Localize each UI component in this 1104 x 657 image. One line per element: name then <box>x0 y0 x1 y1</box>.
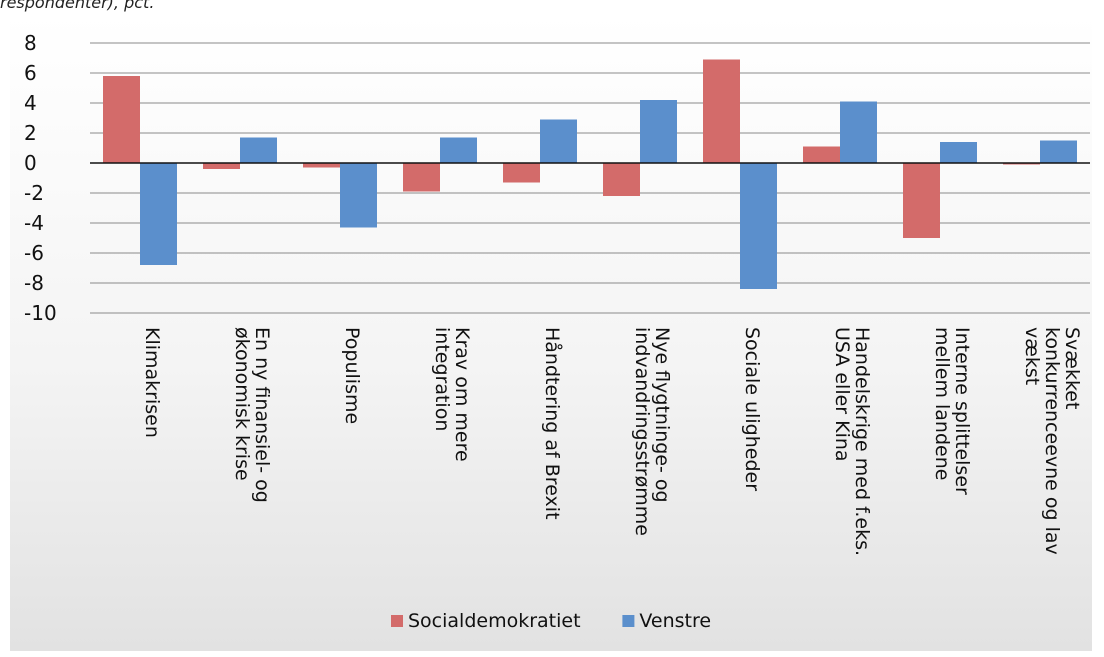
y-tick-label: -2 <box>24 181 44 205</box>
bar-socialdemokratiet <box>303 163 340 168</box>
bar-socialdemokratiet <box>103 76 140 163</box>
category-label: Handelskrige med f.eks. <box>851 327 873 556</box>
bar-chart: 8 6 4 2 0 -2 -4 -6 -8 -10 Klimakrisen En ny finans… <box>24 31 1090 632</box>
category-label: Sociale uligheder <box>741 327 763 491</box>
category-label: USA eller Kina <box>831 327 853 462</box>
bar-socialdemokratiet <box>803 146 840 163</box>
y-tick-label: 4 <box>24 91 37 115</box>
bar-venstre <box>540 119 577 163</box>
y-tick-label: 8 <box>24 31 37 55</box>
legend-label: Socialdemokratiet <box>408 610 581 632</box>
bar-venstre <box>140 163 177 265</box>
y-tick-label: 2 <box>24 121 37 145</box>
legend-label: Venstre <box>639 610 711 632</box>
legend-swatch <box>391 615 403 627</box>
category-label: indvandringsstrømme <box>631 327 653 536</box>
bar-venstre <box>240 137 277 163</box>
bar-venstre <box>440 137 477 163</box>
bar-venstre <box>640 100 677 163</box>
bar-socialdemokratiet <box>703 59 740 163</box>
category-label: Svækket <box>1061 327 1083 409</box>
category-labels: Klimakrisen En ny finansiel- ogøkonomisk … <box>141 327 1083 556</box>
category-label: Håndtering af Brexit <box>541 327 564 520</box>
category-label: integration <box>431 327 453 431</box>
bar-venstre <box>940 142 977 163</box>
category-label: vækst <box>1021 327 1043 385</box>
category-label: Populisme <box>341 327 363 424</box>
category-label: mellem landene <box>931 327 953 480</box>
category-label: Interne splittelser <box>951 327 973 495</box>
bar-venstre <box>840 101 877 163</box>
y-tick-label: -10 <box>24 301 57 325</box>
bars <box>103 59 1077 289</box>
bar-socialdemokratiet <box>903 163 940 238</box>
category-label: En ny finansiel- og <box>251 327 273 503</box>
category-label: økonomisk krise <box>231 327 253 481</box>
y-tick-label: -4 <box>24 211 44 235</box>
category-label: Klimakrisen <box>141 327 163 438</box>
y-tick-label: 0 <box>24 151 37 175</box>
chart-area: 8 6 4 2 0 -2 -4 -6 -8 -10 Klimakrisen En ny finans… <box>10 14 1092 651</box>
y-tick-label: -6 <box>24 241 44 265</box>
gridlines <box>90 42 1090 314</box>
category-label: Nye flygtninge- og <box>651 327 673 503</box>
bar-socialdemokratiet <box>203 163 240 169</box>
bar-socialdemokratiet <box>503 163 540 183</box>
y-tick-label: -8 <box>24 271 44 295</box>
category-label: konkurrenceevne og lav <box>1041 327 1063 555</box>
legend-swatch <box>622 615 635 627</box>
bar-venstre <box>1040 140 1077 163</box>
legend: Socialdemokratiet Venstre <box>391 610 711 632</box>
chart-caption: respondenter), pct. <box>0 0 155 12</box>
bar-venstre <box>740 163 777 289</box>
bar-socialdemokratiet <box>403 163 440 192</box>
bar-socialdemokratiet <box>603 163 640 196</box>
category-label: Krav om mere <box>451 327 473 462</box>
y-axis-ticks: 8 6 4 2 0 -2 -4 -6 -8 -10 <box>24 31 57 325</box>
bar-venstre <box>340 163 377 228</box>
y-tick-label: 6 <box>24 61 37 85</box>
